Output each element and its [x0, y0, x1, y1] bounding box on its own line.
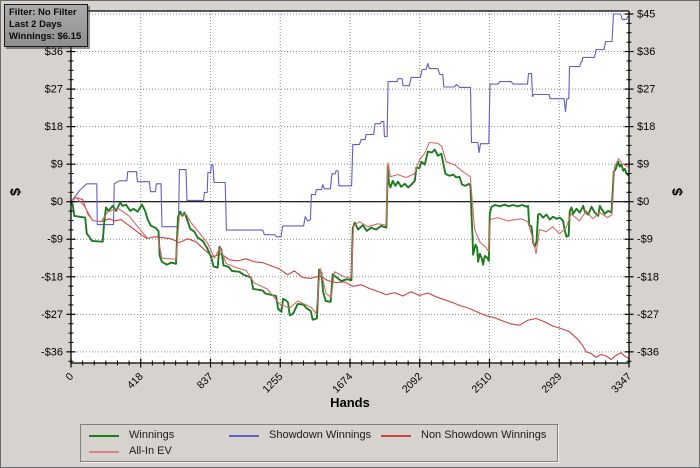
daterange-line: Last 2 Days [9, 19, 62, 30]
y-axis-title-left: $ [6, 188, 23, 196]
x-tick-label: 2510 [470, 371, 495, 396]
filter-info-overlay: Filter: No Filter Last 2 Days Winnings: … [4, 4, 89, 47]
y-tick-label: $18 [637, 121, 655, 133]
filter-line: Filter: No Filter [9, 7, 77, 18]
plot-area [71, 11, 629, 363]
x-tick-label: 2092 [400, 371, 425, 396]
y-tick-label: -$36 [637, 346, 659, 358]
x-tick-label: 837 [195, 371, 216, 392]
series-showdown-winnings [70, 13, 629, 238]
legend-swatch [89, 435, 119, 437]
legend-swatch [89, 451, 119, 453]
y-tick-label: -$9 [47, 234, 63, 246]
series-all-in-ev [70, 141, 630, 315]
legend-label: All-In EV [129, 445, 172, 457]
y-tick-label: $18 [45, 121, 63, 133]
y-tick-label: $0 [637, 196, 649, 208]
y-tick-label: $45 [637, 9, 655, 21]
y-tick-label: $27 [45, 84, 63, 96]
x-axis-title: Hands [330, 395, 370, 410]
legend-label: Non Showdown Winnings [421, 429, 547, 441]
legend-label: Winnings [129, 429, 175, 441]
x-tick-label: 2929 [539, 371, 564, 396]
winnings-total-line: Winnings: $6.15 [9, 31, 82, 42]
y-tick-label: -$18 [637, 271, 659, 283]
x-tick-label: 1674 [330, 371, 355, 396]
y-tick-label: -$27 [637, 309, 659, 321]
y-axis-title-right: $ [668, 188, 685, 196]
legend-swatch [229, 435, 259, 437]
y-tick-label: -$36 [41, 346, 63, 358]
x-tick-label: 0 [64, 371, 77, 384]
x-tick-label: 418 [125, 371, 146, 392]
y-tick-label: $0 [51, 196, 63, 208]
x-tick-label: 3347 [609, 371, 634, 396]
y-tick-label: $36 [45, 46, 63, 58]
y-tick-label: -$18 [41, 271, 63, 283]
y-tick-label: $27 [637, 84, 655, 96]
y-tick-label: $9 [637, 159, 649, 171]
series-winnings [70, 148, 630, 321]
y-tick-label: $9 [51, 159, 63, 171]
legend-label: Showdown Winnings [269, 429, 372, 441]
y-tick-label: $36 [637, 46, 655, 58]
y-tick-label: -$9 [637, 234, 653, 246]
y-tick-label: -$27 [41, 309, 63, 321]
chart-legend: Winnings Showdown Winnings Non Showdown Wi… [80, 424, 558, 462]
x-tick-label: 1255 [260, 371, 285, 396]
legend-swatch [381, 435, 411, 437]
